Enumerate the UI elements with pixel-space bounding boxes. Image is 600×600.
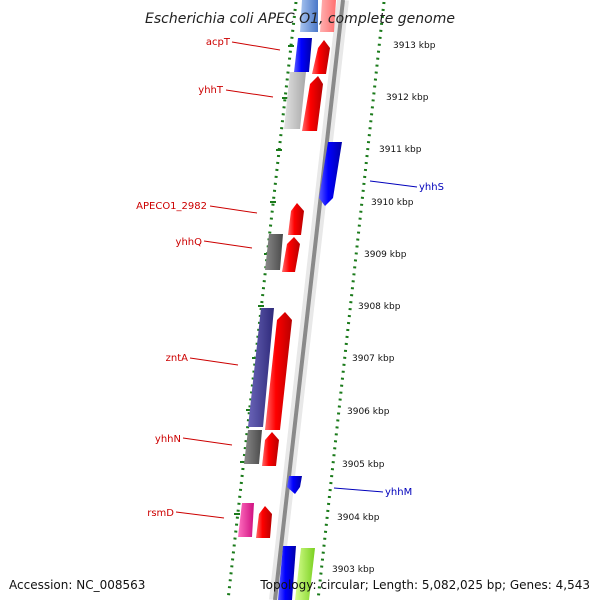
gene-znta-purple <box>248 308 274 427</box>
gene-yhhs-blue <box>319 142 342 206</box>
kbp-label: 3911 kbp <box>379 145 422 155</box>
gene-znta-red <box>265 312 292 430</box>
gene-top-lightblue <box>300 0 318 32</box>
genome-backbone-core <box>273 0 345 600</box>
gene-apeco1-2982 <box>288 203 304 235</box>
gene-labels: acpT yhhT yhhS APECO1_2982 yhhQ zntA yhh… <box>136 37 444 519</box>
gene-bottom-blue <box>278 546 296 600</box>
kbp-label: 3904 kbp <box>337 513 380 523</box>
kbp-label: 3906 kbp <box>347 407 390 417</box>
kbp-label: 3907 kbp <box>352 354 395 364</box>
gene-acpt-blue <box>294 38 312 72</box>
kbp-labels: 3913 kbp 3912 kbp 3911 kbp 3910 kbp 3909… <box>332 41 436 575</box>
gene-label-yhhq[interactable]: yhhQ <box>176 237 203 248</box>
gene-yhhn-gray <box>244 430 262 464</box>
kbp-label: 3905 kbp <box>342 460 385 470</box>
gene-bottom-green <box>295 548 315 600</box>
accession-text: Accession: NC_008563 <box>9 578 146 592</box>
gene-label-rsmd[interactable]: rsmD <box>147 508 174 519</box>
gene-rsmd-magenta <box>238 503 254 537</box>
gene-label-apeco1-2982[interactable]: APECO1_2982 <box>136 201 207 212</box>
gene-label-yhhm[interactable]: yhhM <box>385 487 412 498</box>
gene-label-yhht[interactable]: yhhT <box>198 85 224 96</box>
topology-text: Topology: circular; Length: 5,082,025 bp… <box>260 578 590 592</box>
kbp-label: 3913 kbp <box>393 41 436 51</box>
gene-label-acpt[interactable]: acpT <box>206 37 231 48</box>
label-leaders <box>175 41 418 519</box>
gene-yhhn-red <box>262 432 279 466</box>
gene-label-yhhn[interactable]: yhhN <box>155 434 181 445</box>
kbp-label: 3912 kbp <box>386 93 429 103</box>
gene-label-yhhs[interactable]: yhhS <box>419 182 444 193</box>
gene-acpt-red <box>312 40 330 74</box>
gene-rsmd-red <box>256 506 272 538</box>
gene-yhht-red <box>302 76 323 131</box>
gene-yhhq-red <box>282 237 300 272</box>
gene-yhhq-gray <box>265 234 283 270</box>
gene-yhhm-blue <box>287 476 302 494</box>
gene-label-znta[interactable]: zntA <box>166 353 189 364</box>
kbp-label: 3903 kbp <box>332 565 375 575</box>
gene-features <box>238 0 342 600</box>
kbp-label: 3908 kbp <box>358 302 401 312</box>
gene-top-pink <box>320 0 336 32</box>
kbp-label: 3909 kbp <box>364 250 407 260</box>
kbp-label: 3910 kbp <box>371 198 414 208</box>
gene-yhht-gray <box>284 72 306 129</box>
inner-major-ticks <box>234 45 294 515</box>
map-title: Escherichia coli APEC O1, complete genom… <box>145 11 455 27</box>
